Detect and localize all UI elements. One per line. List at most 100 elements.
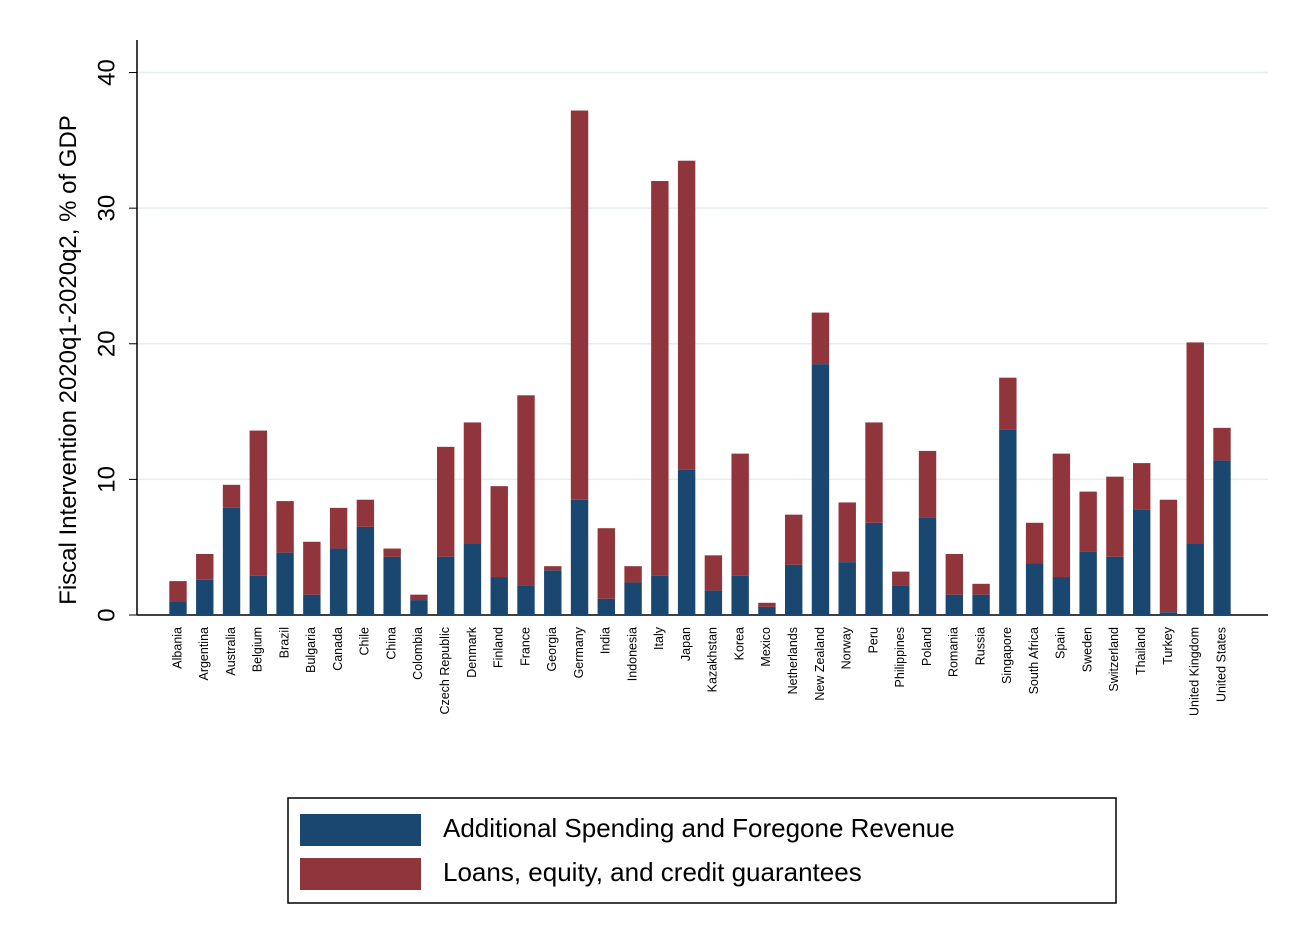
bar-segment <box>383 548 401 557</box>
bar-segment <box>1132 509 1151 615</box>
bar-segment <box>276 501 294 553</box>
bar-segment <box>463 543 482 615</box>
bar-segment <box>1186 342 1204 544</box>
bar-segment <box>410 594 428 601</box>
bar-segment <box>1186 543 1204 615</box>
x-tick-label: Spain <box>1054 627 1068 659</box>
bar-segment <box>1159 499 1178 613</box>
legend-label: Loans, equity, and credit guarantees <box>443 857 862 887</box>
bar-segment <box>999 377 1017 430</box>
bar-segment <box>838 562 856 615</box>
bar-segment <box>1213 460 1231 615</box>
x-tick-label: Romania <box>947 627 961 677</box>
bar-segment <box>972 594 990 615</box>
bar-segment <box>677 469 696 615</box>
y-tick-label: 30 <box>93 195 120 222</box>
bar-segment <box>784 564 803 615</box>
bar-segment <box>490 577 508 615</box>
bar-segment <box>1079 551 1097 615</box>
bar-segment <box>651 181 669 576</box>
bar-segment <box>758 606 776 615</box>
bar-segment <box>276 552 294 615</box>
y-axis-label: Fiscal Intervention 2020q1-2020q2, % of … <box>55 115 82 605</box>
x-tick-label: Poland <box>920 627 934 666</box>
x-tick-label: France <box>518 627 532 666</box>
x-tick-label: Bulgaria <box>304 627 318 673</box>
bar-segment <box>704 555 723 591</box>
x-tick-label: Indonesia <box>625 627 639 681</box>
x-tick-label: Denmark <box>465 626 479 677</box>
x-tick-label: Colombia <box>411 627 425 680</box>
bar-segment <box>303 594 321 615</box>
bar-segment <box>651 575 669 615</box>
bar-segment <box>1025 522 1044 564</box>
bar-segment <box>544 566 562 571</box>
bar-segment <box>544 570 562 615</box>
bar-segment <box>570 110 589 500</box>
bar-segment <box>624 582 642 615</box>
bar-segment <box>999 429 1017 615</box>
bar-segment <box>463 422 482 544</box>
bar-segment <box>758 602 776 607</box>
x-tick-label: South Africa <box>1027 627 1041 694</box>
bar-segment <box>918 450 937 518</box>
bar-segment <box>436 556 455 615</box>
bar-segment <box>1106 556 1124 615</box>
x-tick-label: Netherlands <box>786 627 800 694</box>
bar-segment <box>731 575 749 615</box>
bar-segment <box>945 553 964 595</box>
bar-segment <box>597 598 616 615</box>
bar-segment <box>945 594 964 615</box>
bar-segment <box>865 522 883 615</box>
bar-segment <box>1052 453 1071 578</box>
bar-segment <box>196 579 214 615</box>
y-tick-label: 0 <box>93 608 120 621</box>
bar-segment <box>892 571 910 586</box>
x-tick-label: United States <box>1214 627 1228 702</box>
legend-label: Additional Spending and Foregone Revenue <box>443 813 955 843</box>
x-tick-label: Mexico <box>759 627 773 667</box>
bar-segment <box>1052 577 1071 615</box>
bar-segment <box>1106 476 1124 557</box>
bar-segment <box>570 499 589 615</box>
x-tick-label: Chile <box>358 627 372 656</box>
x-tick-label: India <box>599 627 613 654</box>
y-tick-label: 40 <box>93 59 120 86</box>
x-tick-label: Finland <box>492 627 506 668</box>
bar-segment <box>169 601 187 615</box>
bar-segment <box>249 430 268 576</box>
bar-segment <box>517 585 535 615</box>
bar-segment <box>490 486 508 578</box>
x-tick-label: Switzerland <box>1107 627 1121 692</box>
bar-segment <box>517 395 535 586</box>
x-tick-label: Brazil <box>277 627 291 658</box>
legend-box <box>287 797 1117 904</box>
x-tick-label: Sweden <box>1080 627 1094 672</box>
bar-segment <box>731 453 749 576</box>
x-tick-label: Albania <box>170 627 184 669</box>
bar-segment <box>356 526 375 615</box>
bar-segment <box>1159 612 1178 615</box>
x-tick-label: China <box>384 627 398 660</box>
legend-swatch <box>300 858 421 890</box>
x-tick-label: Japan <box>679 627 693 661</box>
bar-segment <box>1213 427 1231 461</box>
bar-segment <box>329 507 348 549</box>
x-tick-label: Korea <box>732 627 746 660</box>
x-tick-label: Argentina <box>197 627 211 681</box>
bar-segment <box>784 514 803 565</box>
x-tick-label: Germany <box>572 626 586 678</box>
x-tick-label: Canada <box>331 627 345 671</box>
x-tick-label: Singapore <box>1000 627 1014 684</box>
bar-segment <box>972 583 990 595</box>
bar-segment <box>597 528 616 599</box>
bar-segment <box>222 484 241 508</box>
bar-segment <box>222 507 241 615</box>
y-tick-label: 20 <box>93 330 120 357</box>
bar-segment <box>677 160 696 470</box>
y-tick-label: 10 <box>93 466 120 493</box>
legend-swatch <box>300 814 421 846</box>
bar-segment <box>410 600 428 615</box>
x-tick-label: Norway <box>840 626 854 669</box>
